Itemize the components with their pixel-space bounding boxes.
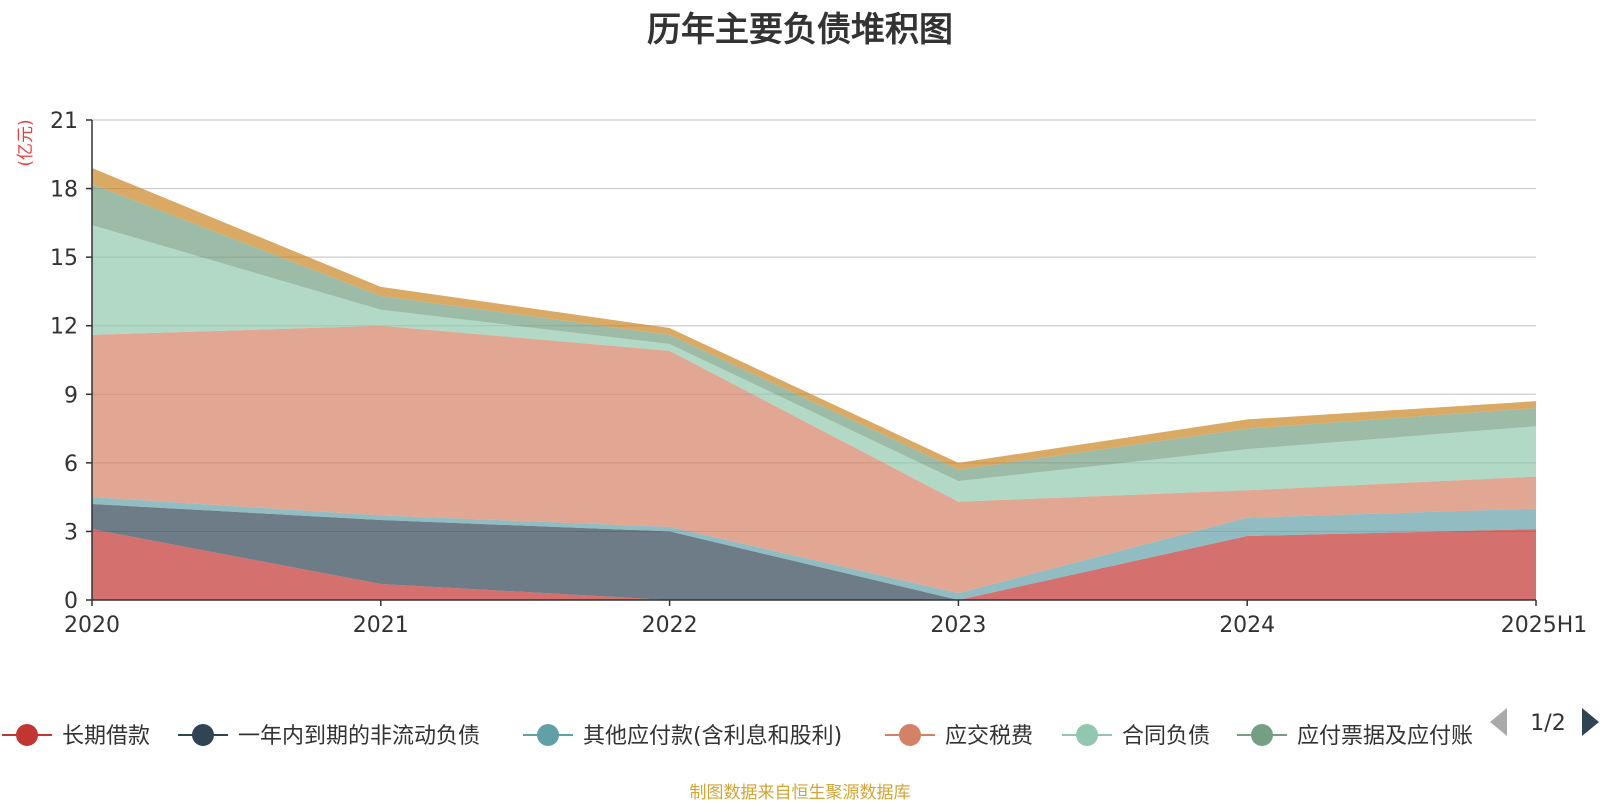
y-tick-label: 21 bbox=[50, 109, 78, 134]
y-tick-label: 3 bbox=[64, 520, 78, 545]
legend-marker bbox=[537, 724, 559, 746]
y-axis-unit-label: (亿元) bbox=[16, 119, 36, 166]
series-area-1 bbox=[92, 504, 1536, 600]
legend-item[interactable]: 长期借款 bbox=[2, 724, 150, 749]
y-tick-label: 9 bbox=[64, 383, 78, 408]
legend-label: 一年内到期的非流动负债 bbox=[238, 724, 480, 749]
legend-marker bbox=[899, 724, 921, 746]
legend: 长期借款 一年内到期的非流动负债 其他应付款(含利息和股利) 应交税费 合同负债 应付票据… bbox=[2, 724, 1473, 749]
legend-item[interactable]: 应付票据及应付账 bbox=[1237, 724, 1473, 749]
chart-title: 历年主要负债堆积图 bbox=[647, 10, 953, 50]
legend-prev-arrow-icon[interactable] bbox=[1490, 708, 1507, 736]
series-area-0 bbox=[92, 529, 1536, 600]
series-area-4 bbox=[92, 225, 1536, 502]
legend-label: 合同负债 bbox=[1122, 724, 1210, 749]
x-axis-ticks: 2020 2021 2022 2023 2024 2025H1 bbox=[64, 600, 1587, 638]
y-axis-ticks: 0 3 6 9 12 15 18 21 bbox=[50, 109, 92, 614]
x-tick-label: 2024 bbox=[1219, 613, 1275, 638]
legend-label: 应交税费 bbox=[945, 724, 1033, 749]
legend-pager: 1/2 bbox=[1490, 708, 1599, 736]
legend-marker bbox=[16, 724, 38, 746]
legend-page-indicator: 1/2 bbox=[1530, 711, 1565, 736]
y-tick-label: 15 bbox=[50, 246, 78, 271]
legend-label: 长期借款 bbox=[62, 724, 150, 749]
legend-marker bbox=[1251, 724, 1273, 746]
y-tick-label: 12 bbox=[50, 315, 78, 340]
series-area-2 bbox=[92, 497, 1536, 600]
legend-label: 应付票据及应付账 bbox=[1297, 724, 1473, 749]
legend-item[interactable]: 合同负债 bbox=[1062, 724, 1210, 749]
legend-label: 其他应付款(含利息和股利) bbox=[583, 724, 842, 749]
stacked-areas bbox=[92, 168, 1536, 600]
y-tick-label: 0 bbox=[64, 589, 78, 614]
legend-marker bbox=[192, 724, 214, 746]
legend-item[interactable]: 应交税费 bbox=[885, 724, 1033, 749]
source-note: 制图数据来自恒生聚源数据库 bbox=[689, 783, 911, 803]
x-tick-label: 2025H1 bbox=[1501, 613, 1588, 638]
x-tick-label: 2020 bbox=[64, 613, 120, 638]
x-tick-label: 2023 bbox=[930, 613, 986, 638]
legend-next-arrow-icon[interactable] bbox=[1582, 708, 1599, 736]
axes bbox=[91, 120, 1536, 601]
legend-item[interactable]: 一年内到期的非流动负债 bbox=[178, 724, 480, 749]
x-tick-label: 2021 bbox=[353, 613, 409, 638]
legend-item[interactable]: 其他应付款(含利息和股利) bbox=[523, 724, 842, 749]
x-tick-label: 2022 bbox=[642, 613, 698, 638]
y-tick-label: 18 bbox=[50, 178, 78, 203]
legend-marker bbox=[1076, 724, 1098, 746]
series-area-3 bbox=[92, 325, 1536, 594]
y-tick-label: 6 bbox=[64, 452, 78, 477]
